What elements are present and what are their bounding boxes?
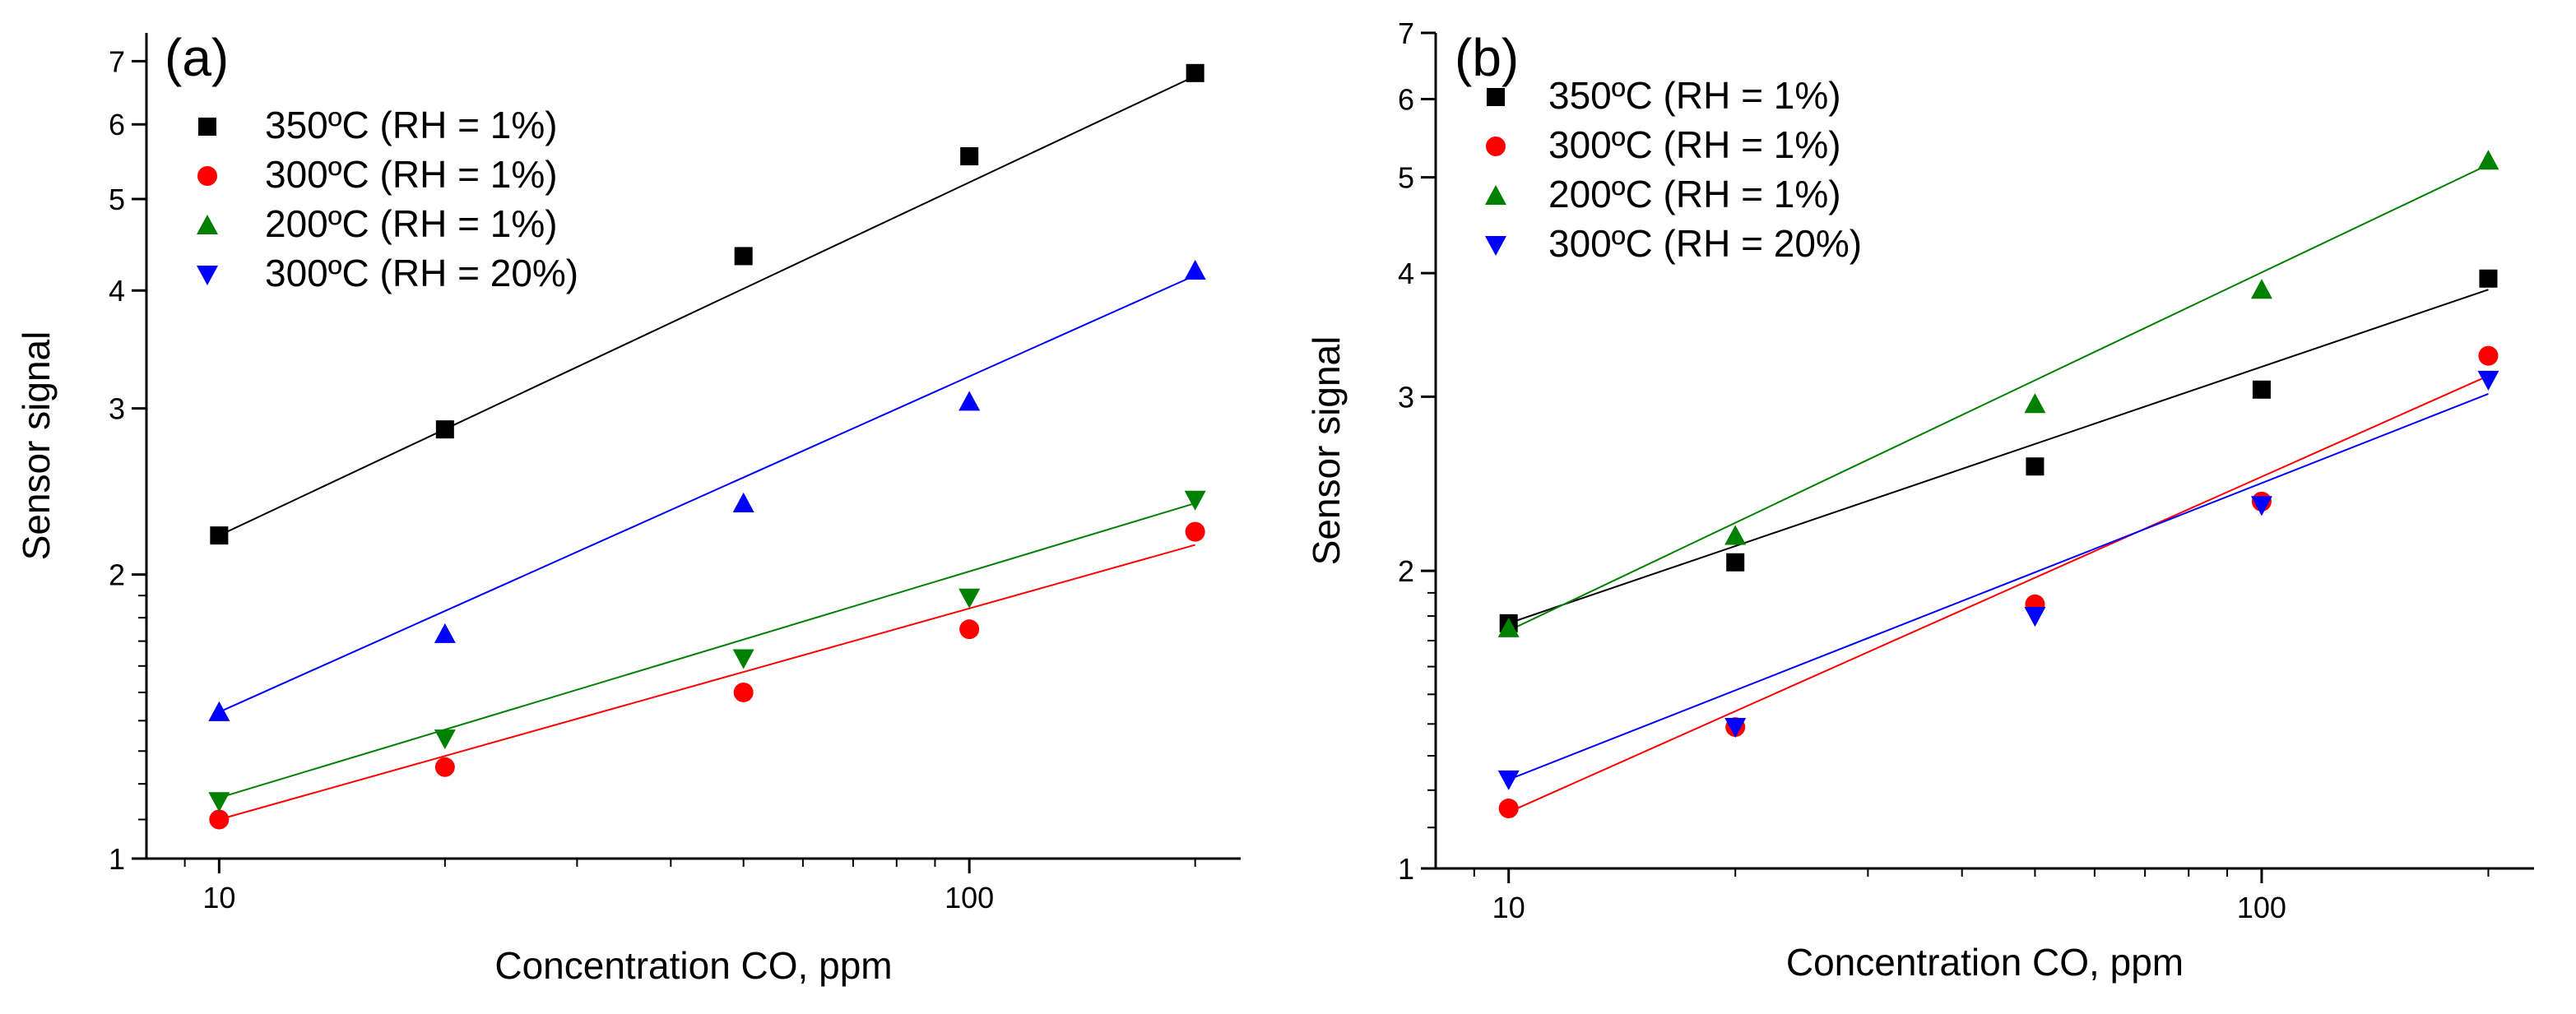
- y-tick-label: 5: [109, 183, 125, 216]
- y-tick-label: 7: [109, 44, 125, 78]
- x-axis-title: Concentration CO, ppm: [1786, 941, 2184, 984]
- legend-marker: [197, 166, 217, 186]
- x-tick-label: 100: [2237, 891, 2286, 924]
- panel-label: (a): [165, 28, 229, 87]
- y-tick-label: 5: [1398, 161, 1414, 195]
- data-point-series-0: [2026, 457, 2045, 476]
- data-point-series-1: [2478, 345, 2499, 366]
- data-point-series-3: [1184, 259, 1206, 280]
- fit-line-series-3: [1508, 392, 2489, 780]
- chart-panel-b: 1 2 3 4 5 6 7 10 100 Concentration CO, ppm Sensor …: [1305, 16, 2534, 984]
- data-point-series-0: [960, 147, 979, 166]
- data-point-series-2: [2250, 279, 2272, 299]
- y-tick-label: 6: [109, 108, 125, 141]
- legend-label: 200ºC (RH = 1%): [265, 202, 558, 245]
- legend-marker: [198, 118, 216, 136]
- data-point-series-0: [435, 420, 454, 439]
- data-point-series-0: [1186, 63, 1204, 82]
- y-tick-label: 2: [109, 558, 125, 592]
- y-tick-label: 4: [1398, 257, 1414, 290]
- data-point-series-3: [208, 701, 230, 721]
- data-point-series-1: [1498, 799, 1519, 819]
- fit-line-series-0: [218, 75, 1196, 537]
- x-tick-label: 100: [945, 881, 994, 914]
- data-point-series-2: [2024, 393, 2046, 414]
- data-point-series-1: [434, 757, 455, 777]
- fit-line-series-3: [218, 274, 1196, 713]
- y-tick-label: 1: [1398, 852, 1414, 886]
- data-point-series-3: [2477, 370, 2499, 391]
- x-tick-label: 10: [202, 881, 235, 914]
- legend-label: 300ºC (RH = 1%): [265, 153, 558, 196]
- y-tick-label: 7: [1398, 16, 1414, 50]
- fit-line-series-2: [1508, 164, 2489, 632]
- data-point-series-3: [1497, 770, 1520, 790]
- fit-line-series-1: [219, 544, 1195, 821]
- data-point-series-0: [2479, 269, 2498, 288]
- data-point-series-1: [959, 619, 980, 640]
- data-point-series-2: [2477, 150, 2499, 170]
- data-point-series-0: [1726, 553, 1745, 572]
- legend-label: 200ºC (RH = 1%): [1548, 173, 1841, 215]
- legend-marker: [1485, 185, 1506, 206]
- legend-label: 300ºC (RH = 20%): [265, 252, 578, 294]
- legend-marker: [1485, 235, 1506, 256]
- data-point-series-1: [209, 809, 230, 830]
- data-point-series-2: [208, 792, 230, 813]
- data-point-series-1: [733, 682, 754, 702]
- legend: 350ºC (RH = 1%) 300ºC (RH = 1%) 200ºC (RH …: [197, 104, 578, 294]
- data-point-series-2: [958, 588, 981, 609]
- data-point-series-3: [1724, 718, 1747, 739]
- data-point-series-3: [434, 623, 456, 643]
- data-point-series-2: [434, 729, 456, 750]
- y-tick-label: 1: [109, 842, 125, 876]
- data-point-series-1: [1185, 521, 1205, 542]
- data-point-series-3: [732, 492, 754, 512]
- legend-marker: [1487, 88, 1505, 106]
- x-axis-title: Concentration CO, ppm: [494, 944, 892, 987]
- fit-line-series-1: [1508, 375, 2489, 813]
- legend-marker: [1486, 137, 1506, 156]
- legend-label: 350ºC (RH = 1%): [265, 104, 558, 146]
- data-point-series-2: [732, 649, 754, 669]
- data-point-series-0: [210, 526, 229, 545]
- legend: 350ºC (RH = 1%) 300ºC (RH = 1%) 200ºC (RH …: [1485, 74, 1862, 265]
- panel-label: (b): [1455, 28, 1519, 87]
- fit-line-series-2: [219, 502, 1195, 799]
- data-point-series-2: [1184, 490, 1206, 511]
- x-tick-label: 10: [1492, 891, 1525, 924]
- chart-panel-a: 1 2 3 4 5 6 7 10 100 Concentration CO, ppm Sensor …: [15, 28, 1241, 987]
- legend-marker: [197, 215, 218, 235]
- legend-marker: [197, 265, 218, 285]
- y-tick-label: 4: [109, 274, 125, 308]
- data-point-series-2: [1497, 617, 1520, 637]
- data-point-series-0: [2252, 380, 2271, 399]
- y-tick-label: 6: [1398, 82, 1414, 116]
- legend-label: 300ºC (RH = 20%): [1548, 222, 1862, 265]
- data-point-series-3: [2250, 496, 2272, 516]
- data-point-series-3: [2024, 607, 2046, 627]
- data-point-series-3: [958, 391, 981, 411]
- y-tick-label: 3: [1398, 380, 1414, 414]
- y-tick-label: 2: [1398, 554, 1414, 588]
- y-axis-title: Sensor signal: [15, 331, 58, 561]
- data-point-series-0: [734, 247, 753, 266]
- fit-line-series-0: [1508, 289, 2489, 624]
- y-axis-title: Sensor signal: [1305, 336, 1348, 566]
- data-point-series-2: [1724, 525, 1747, 545]
- legend-label: 350ºC (RH = 1%): [1548, 74, 1841, 117]
- y-tick-label: 3: [109, 392, 125, 426]
- legend-label: 300ºC (RH = 1%): [1548, 123, 1841, 166]
